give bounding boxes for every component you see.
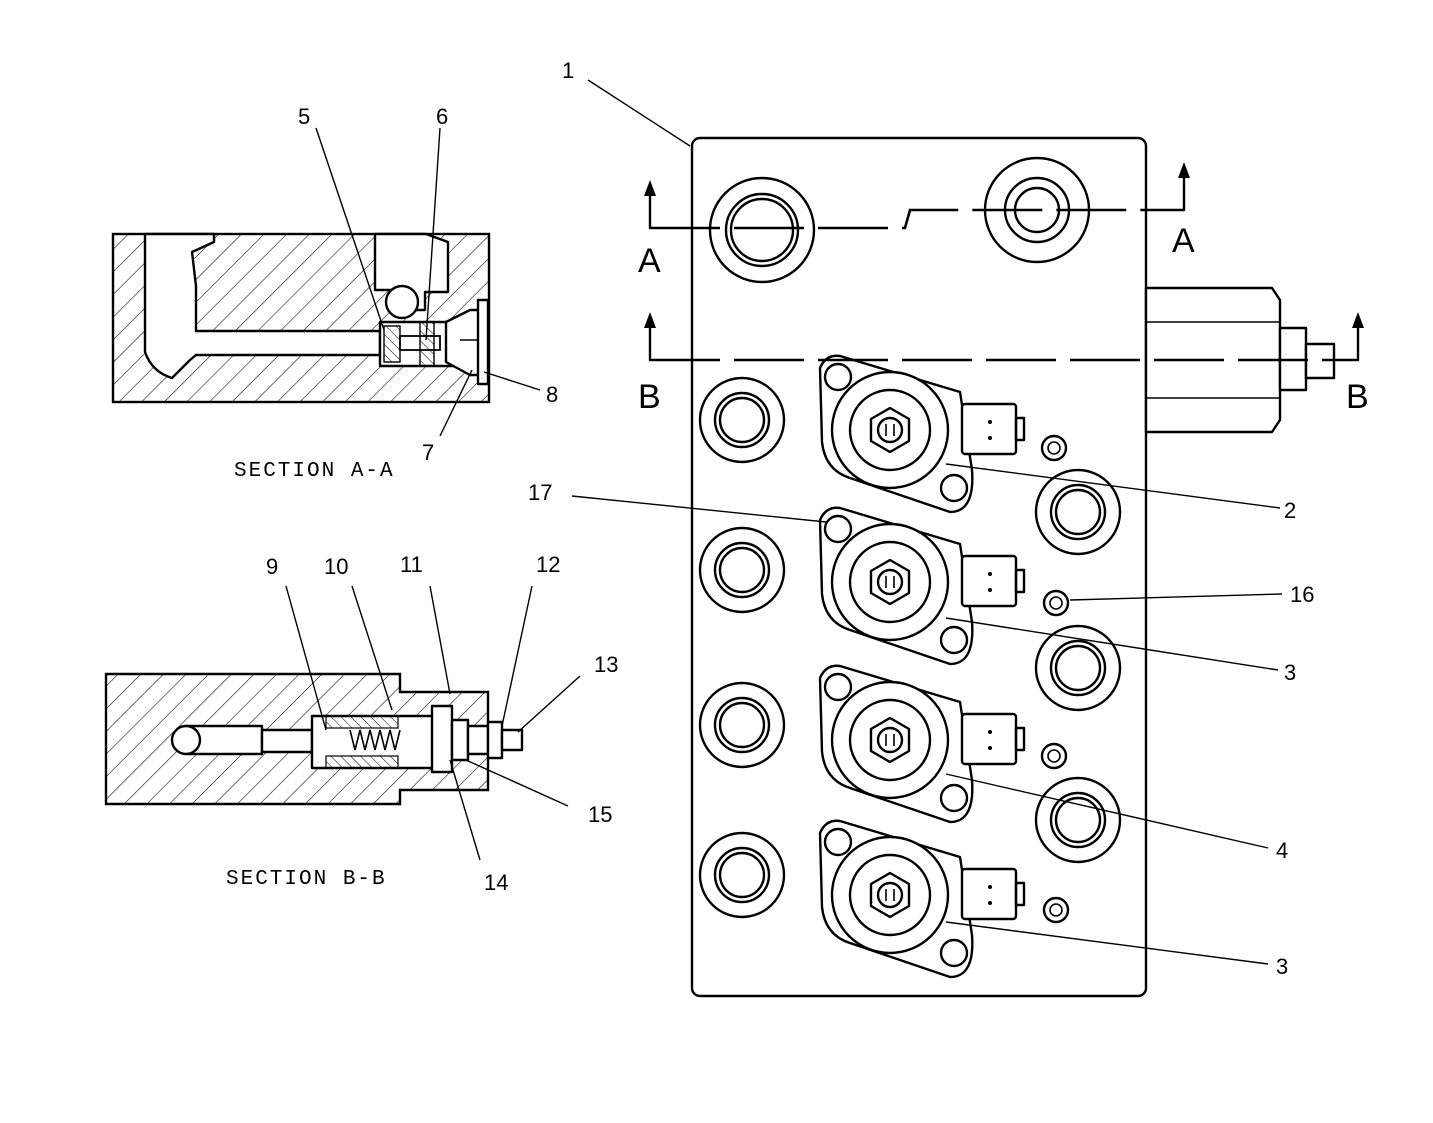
callout-5: 5 [298, 104, 310, 129]
callout-17: 17 [528, 480, 552, 505]
plug-3 [1040, 742, 1068, 770]
solenoid-valve-1 [818, 354, 1026, 514]
solenoid-valve-4 [818, 819, 1026, 979]
section-line-b-b [644, 312, 1364, 362]
port-left-2 [698, 526, 786, 614]
port-right-3 [1034, 776, 1122, 864]
callout-labels: 1 2 3 4 3 5 6 7 8 9 10 11 12 13 14 15 16… [266, 58, 1314, 979]
callout-8: 8 [546, 382, 558, 407]
callout-15: 15 [588, 802, 612, 827]
section-mark-b-right: B [1346, 378, 1369, 416]
leader-lines [285, 79, 1283, 965]
callout-10: 10 [324, 554, 348, 579]
section-mark-b-left: B [638, 378, 661, 416]
callout-16: 16 [1290, 582, 1314, 607]
plug-4 [1042, 896, 1070, 924]
callout-9: 9 [266, 554, 278, 579]
callout-11: 11 [400, 552, 423, 577]
section-mark-a-left: A [638, 242, 661, 280]
callout-3-upper: 3 [1284, 660, 1296, 685]
port-left-4 [698, 831, 786, 919]
callout-6: 6 [436, 104, 448, 129]
plug-2 [1042, 589, 1070, 617]
plug-1 [1040, 434, 1068, 462]
section-a-a-title: SECTION A-A [234, 460, 395, 483]
port-left-1 [698, 376, 786, 464]
port-left-3 [698, 681, 786, 769]
callout-14: 14 [484, 870, 508, 895]
section-a-a-view [111, 232, 491, 404]
callout-2: 2 [1284, 498, 1296, 523]
solenoid-valve-3 [818, 664, 1026, 824]
section-mark-a-right: A [1172, 222, 1195, 260]
callout-3-lower: 3 [1276, 954, 1288, 979]
callout-1: 1 [562, 58, 574, 83]
port-right-1 [1034, 468, 1122, 556]
section-b-b-view [104, 672, 524, 806]
port-right-2 [1034, 624, 1122, 712]
section-b-b-title: SECTION B-B [226, 868, 387, 891]
section-line-a-a [644, 162, 1190, 230]
port-top-left [708, 176, 816, 284]
callout-12: 12 [536, 552, 560, 577]
callout-4: 4 [1276, 838, 1288, 863]
callout-7: 7 [422, 440, 434, 465]
callout-13: 13 [594, 652, 618, 677]
solenoid-valve-2 [818, 506, 1026, 666]
